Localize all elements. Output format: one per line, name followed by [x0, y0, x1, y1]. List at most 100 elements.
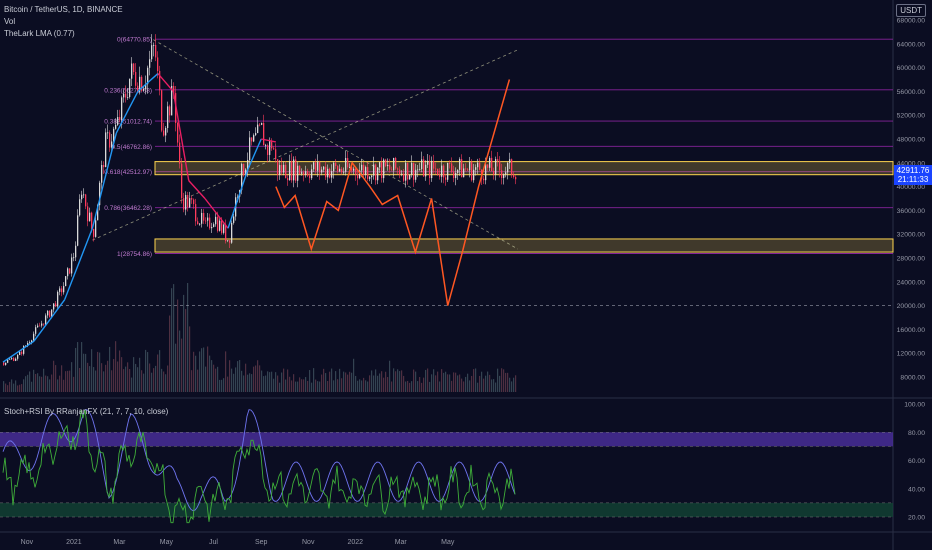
oscillator-title[interactable]: Stoch+RSI By RRanjanFX (21, 7, 7, 10, cl… [4, 407, 169, 416]
volume-bar [289, 376, 291, 392]
candle-body [387, 164, 389, 167]
volume-bar [371, 370, 373, 392]
candle-body [227, 240, 229, 242]
candle-body [351, 167, 353, 171]
candle-body [91, 212, 93, 229]
volume-bar [387, 377, 389, 392]
volume-bar [403, 375, 405, 392]
volume-bar [287, 369, 289, 392]
fib-level-label: 1(28754.86) [117, 251, 152, 258]
candle-body [233, 216, 235, 223]
symbol-title[interactable]: Bitcoin / TetherUS, 1D, BINANCE [4, 5, 123, 14]
candle-body [339, 168, 341, 172]
fib-level-label: 0.618(42512.97) [104, 169, 152, 176]
volume-bar [53, 360, 55, 392]
volume-bar [75, 347, 77, 392]
lma-line-segment [188, 180, 206, 199]
price-tick-label: 20000.00 [897, 303, 926, 310]
volume-bar [303, 379, 305, 392]
volume-bar [271, 371, 273, 392]
volume-bar [211, 360, 213, 392]
volume-bar [219, 379, 221, 392]
volume-bar [329, 371, 331, 392]
volume-bar [257, 360, 259, 392]
candle-body [107, 132, 109, 134]
volume-bar [225, 351, 227, 392]
volume-bar [449, 374, 451, 392]
candle-body [31, 340, 33, 343]
volume-bar [91, 349, 93, 392]
volume-bar [415, 371, 417, 392]
candle-body [341, 168, 343, 173]
volume-bar [223, 378, 225, 392]
volume-bar [475, 368, 477, 392]
lma-indicator-label[interactable]: TheLark LMA (0.77) [4, 29, 75, 38]
volume-bar [489, 374, 491, 392]
candle-body [319, 162, 321, 173]
volume-bar [189, 326, 191, 392]
volume-bar [249, 373, 251, 392]
candle-body [349, 167, 351, 168]
candle-body [355, 168, 357, 175]
candle-body [489, 157, 491, 168]
candle-body [391, 169, 393, 171]
volume-bar [83, 353, 85, 392]
candle-body [289, 161, 291, 181]
candle-body [69, 268, 71, 274]
candle-body [7, 359, 9, 363]
price-tick-label: 44000.00 [897, 160, 926, 167]
candle-body [425, 164, 427, 177]
candle-body [473, 169, 475, 181]
candle-body [415, 169, 417, 180]
candle-body [129, 78, 131, 97]
candle-body [325, 166, 327, 178]
candle-body [93, 228, 95, 237]
candle-body [249, 137, 251, 160]
volume-bar [421, 382, 423, 392]
volume-bar [385, 371, 387, 392]
volume-bar [227, 376, 229, 392]
volume-bar [55, 365, 57, 392]
candle-body [511, 159, 513, 175]
volume-bar [405, 381, 407, 392]
volume-bar [145, 349, 147, 392]
candle-body [343, 171, 345, 173]
candle-body [495, 159, 497, 175]
candle-body [243, 163, 245, 176]
volume-bar [81, 342, 83, 392]
candle-body [181, 163, 183, 199]
candle-body [225, 224, 227, 242]
volume-bar [205, 366, 207, 392]
volume-bar [331, 368, 333, 392]
volume-bar [59, 375, 61, 392]
volume-bar [311, 382, 313, 392]
rsi-line [2, 409, 516, 524]
candle-body [281, 165, 283, 173]
candle-body [199, 223, 201, 225]
candle-body [123, 93, 125, 98]
fib-level-label: 0.5(46762.86) [112, 144, 152, 151]
candle-body [197, 221, 199, 225]
volume-bar [51, 374, 53, 392]
candle-body [151, 45, 153, 60]
volume-bar [71, 362, 73, 392]
candle-body [293, 159, 295, 181]
volume-indicator-label[interactable]: Vol [4, 17, 16, 26]
candle-body [375, 164, 377, 181]
currency-badge[interactable]: USDT [896, 4, 926, 17]
candle-body [163, 130, 165, 136]
candle-body [315, 162, 317, 171]
candle-body [503, 174, 505, 178]
volume-bar [333, 380, 335, 392]
candle-body [247, 159, 249, 170]
price-tick-label: 12000.00 [897, 351, 926, 358]
volume-bar [431, 374, 433, 392]
volume-bar [413, 369, 415, 392]
candle-body [135, 72, 137, 86]
volume-bar [177, 299, 179, 392]
candle-body [253, 135, 255, 142]
volume-bar [293, 374, 295, 392]
candle-body [147, 67, 149, 85]
candle-body [459, 159, 461, 170]
